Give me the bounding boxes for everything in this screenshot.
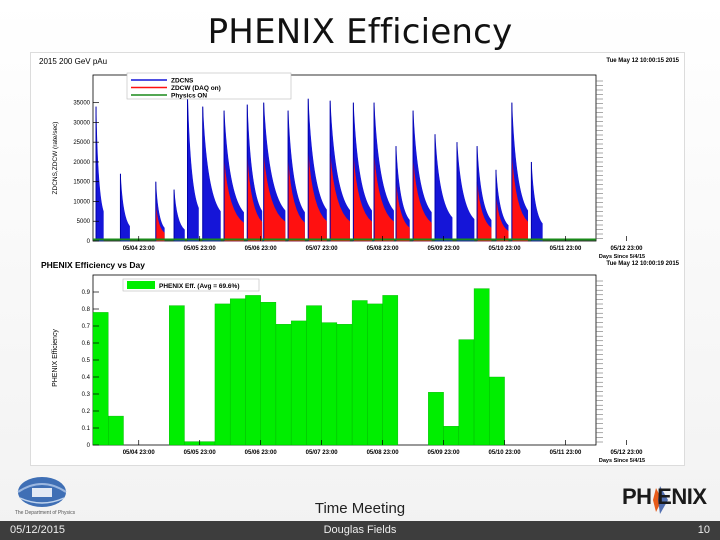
chart1-xtick-label: 05/06 23:00 [245,246,278,252]
chart1-ytick-label: 30000 [73,120,90,126]
chart1-legend-label: ZDCW (DAQ on) [171,85,221,92]
chart2-xtick-label: 05/04 23:00 [123,450,156,456]
chart2-bar [229,298,246,446]
chart2-bar [458,339,475,446]
figure-panel: 2015 200 GeV pAu Tue May 12 10:00:15 2015… [30,52,685,466]
chart1-ytick-label: 10000 [73,199,90,205]
page-number: 10 [697,524,710,536]
chart1-ytick-label: 25000 [73,140,90,146]
phenix-logo-text: PH ENIX [622,484,707,509]
chart2-ylabel: PHENIX Efficiency [52,329,59,387]
phenix-logo-icon [653,486,668,514]
chart2-bar [321,322,338,446]
chart2-bar [367,303,383,446]
chart2-ytick-label: 0 [87,443,91,449]
chart1-legend-label: ZDCNS [171,78,194,85]
chart2-bar [214,303,231,446]
chart1-xtick-label: 05/07 23:00 [306,246,339,252]
chart1-xtick-label: 05/04 23:00 [123,246,156,252]
chart2-ytick-label: 0.6 [82,341,91,347]
chart2-bar [336,324,353,446]
chart2-bar [92,312,109,446]
chart2-timestamp: Tue May 12 10:00:19 2015 [606,261,679,267]
logo-caption: The Department of Physics [14,510,76,516]
footer-meeting: Time Meeting [314,500,406,517]
chart1-xtick-label: 05/05 23:00 [184,246,217,252]
chart2-xtick-label: 05/06 23:00 [245,450,278,456]
chart2-bar [473,288,490,446]
chart1-xtick-label: 05/09 23:00 [428,246,461,252]
chart1-xtick-label: 05/11 23:00 [550,246,582,252]
chart2-bar [245,295,261,446]
chart2-ytick-label: 0.8 [82,307,91,313]
chart1-fill-blue [202,106,221,242]
chart2-ytick-label: 0.1 [82,426,91,432]
chart1-ytick-label: 20000 [73,160,90,166]
chart2-bar [382,295,399,446]
chart1-timestamp: Tue May 12 10:00:15 2015 [606,58,679,64]
chart1-xtick-label: 05/08 23:00 [367,246,400,252]
chart2-xtick-label: 05/09 23:00 [428,450,461,456]
chart2-bar [275,324,292,446]
chart2-legend-label: PHENIX Eff. (Avg = 69.6%) [159,283,240,290]
chart2-bar [108,415,124,446]
chart2-xtick-label: 05/05 23:00 [184,450,217,456]
chart1-xtick-label: 05/12 23:00 [610,246,643,252]
footer-date: 05/12/2015 [10,524,66,536]
chart2-bar [428,392,444,446]
chart2-bar [199,441,216,446]
university-logo: The Department of Physics [6,474,84,518]
chart2-bar [184,441,200,446]
charts-svg: 2015 200 GeV pAu Tue May 12 10:00:15 2015… [39,57,680,464]
chart2-xtick-label: 05/11 23:00 [550,450,582,456]
bottom-bar: 05/12/2015 Douglas Fields 10 [0,521,720,540]
chart2-xtick-label: 05/07 23:00 [306,450,339,456]
chart2-legend-box [122,278,260,292]
chart1-xlabel: Days Since 5/4/15 [599,254,645,260]
slide-title: PHENIX Efficiency [207,12,513,52]
chart2-ytick-label: 0.4 [82,375,91,381]
chart2-xlabel: Days Since 5/4/15 [599,458,645,464]
chart2-ytick-label: 0.3 [82,392,91,398]
chart2-bar [169,305,185,446]
chart2-xtick-label: 05/08 23:00 [367,450,400,456]
chart2-ytick-label: 0.7 [82,324,91,330]
chart2-ytick-label: 0.2 [82,409,91,415]
chart2-bar [306,305,322,446]
globe-logo-icon [17,477,67,507]
chart2-ytick-label: 0.5 [82,358,91,364]
chart1-ytick-label: 0 [87,239,91,245]
chart2-xtick-label: 05/12 23:00 [610,450,643,456]
chart2-bar [351,300,368,446]
chart2-legend-swatch [127,281,155,289]
chart1-ytick-label: 15000 [73,180,90,186]
chart2-bar [489,376,505,446]
phenix-logo: PH ENIX [622,482,720,516]
footer-author: Douglas Fields [323,524,397,536]
chart2-ytick-label: 0.9 [82,290,91,296]
chart1-legend-label: Physics ON [171,93,207,100]
chart1-ylabel: ZDCNS,ZDCW (rate/sec) [52,122,59,195]
chart1-xtick-label: 05/10 23:00 [489,246,522,252]
chart2-title: PHENIX Efficiency vs Day [41,260,145,270]
chart2-bar [260,301,277,446]
chart1-ytick-label: 5000 [77,219,91,225]
chart2-xtick-label: 05/10 23:00 [489,450,522,456]
chart2-bar [290,320,307,446]
chart1-title: 2015 200 GeV pAu [39,57,107,66]
chart1-ytick-label: 35000 [73,101,90,107]
chart2-bar [443,426,460,446]
